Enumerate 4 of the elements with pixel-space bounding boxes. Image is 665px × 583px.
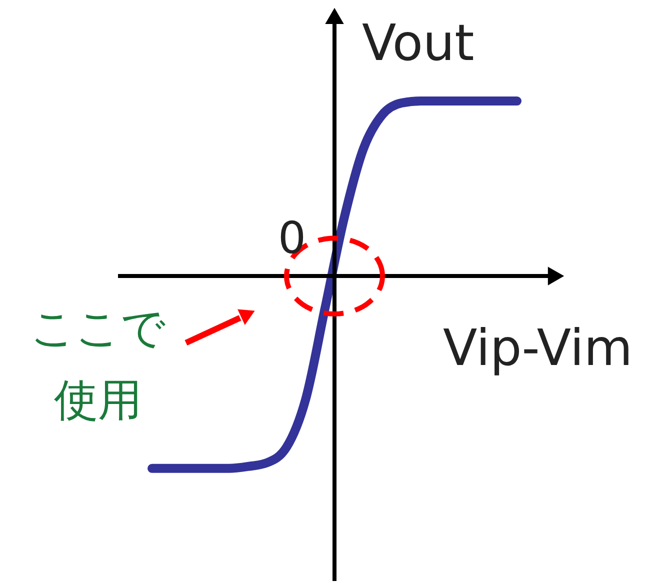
annotation: ここで使用 xyxy=(30,303,166,426)
y-axis-title: Vout xyxy=(362,14,474,72)
annotation: 0 xyxy=(278,213,306,264)
x-axis-title: Vip-Vim xyxy=(443,319,633,377)
